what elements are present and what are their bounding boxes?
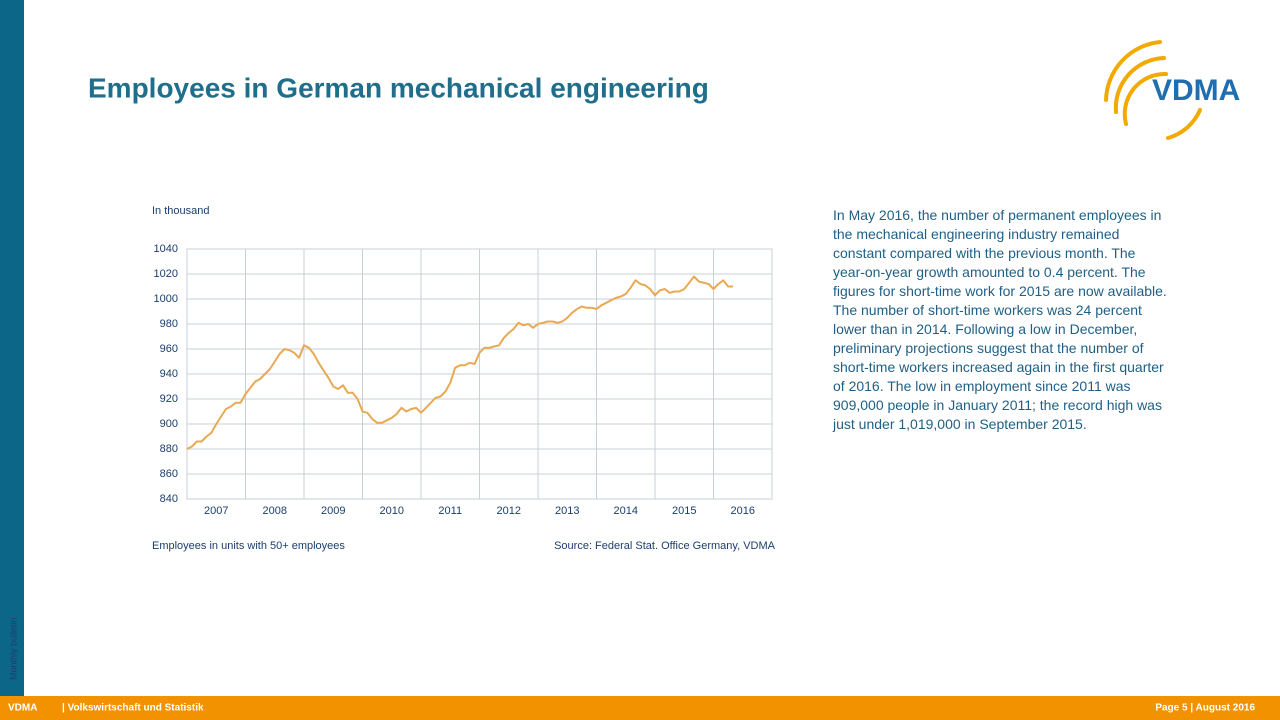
x-tick-label: 2015 (672, 505, 696, 517)
logo-text: VDMA (1152, 74, 1240, 107)
x-tick-label: 2010 (380, 505, 404, 517)
y-tick-label: 960 (160, 343, 178, 355)
x-tick-label: 2014 (614, 505, 638, 517)
y-tick-label: 880 (160, 443, 178, 455)
y-tick-label: 980 (160, 318, 178, 330)
footer-page: Page 5 | August 2016 (1155, 703, 1255, 714)
y-tick-label: 860 (160, 468, 178, 480)
footer-dept: | Volkswirtschaft und Statistik (62, 703, 204, 714)
slide-title: Employees in German mechanical engineeri… (88, 72, 709, 103)
x-tick-label: 2011 (438, 505, 462, 517)
x-tick-label: 2012 (497, 505, 521, 517)
x-tick-label: 2016 (731, 505, 755, 517)
y-tick-label: 1040 (154, 243, 178, 255)
body-text: In May 2016, the number of permanent emp… (833, 207, 1167, 432)
x-tick-label: 2009 (321, 505, 345, 517)
y-tick-label: 840 (160, 493, 178, 505)
y-tick-label: 1000 (154, 293, 178, 305)
sidebar (0, 0, 24, 696)
x-tick-label: 2008 (263, 505, 287, 517)
y-axis-label: In thousand (152, 205, 210, 217)
x-tick-label: 2007 (204, 505, 228, 517)
sidebar-label: Monthly bulletin (8, 617, 18, 680)
y-tick-label: 900 (160, 418, 178, 430)
logo-arcs (1104, 40, 1202, 140)
y-tick-label: 940 (160, 368, 178, 380)
footer-bar (0, 696, 1280, 720)
chart-note: Employees in units with 50+ employees (152, 540, 345, 552)
y-tick-label: 1020 (154, 268, 178, 280)
data-line (186, 275, 733, 450)
chart-source: Source: Federal Stat. Office Germany, VD… (554, 540, 776, 552)
footer-org: VDMA (8, 703, 37, 714)
plot: 840 860 880 900 920 940 960 980 1000 1020 1040 2007… (154, 243, 773, 517)
y-tick-label: 920 (160, 393, 178, 405)
x-tick-label: 2013 (555, 505, 579, 517)
